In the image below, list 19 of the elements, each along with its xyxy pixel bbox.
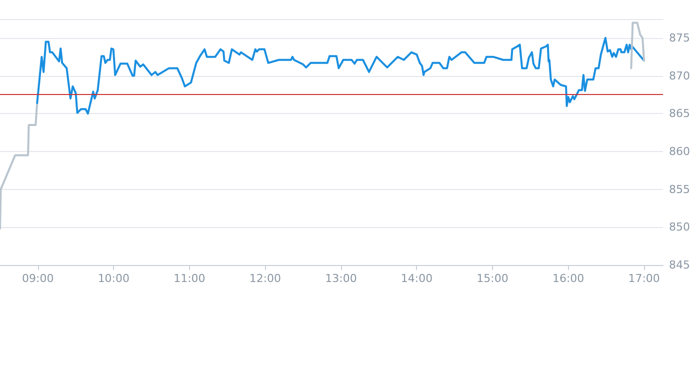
y-tick-label: 860 [669, 144, 690, 158]
y-tick-label: 865 [669, 107, 690, 120]
line-series [0, 102, 38, 230]
line-series [630, 22, 646, 70]
y-tick-label: 870 [669, 69, 690, 82]
x-tick-label: 16:00 [552, 272, 584, 285]
y-tick-label: 850 [669, 220, 690, 234]
y-tick-label: 855 [669, 182, 690, 196]
x-tick-label: 09:00 [22, 272, 54, 285]
x-tick-label: 15:00 [476, 272, 508, 285]
x-tick-label: 17:00 [628, 272, 660, 285]
x-tick-label: 10:00 [98, 272, 130, 285]
x-tick-label: 12:00 [249, 272, 282, 285]
x-tick-label: 13:00 [325, 272, 357, 285]
y-tick-label: 875 [669, 31, 690, 44]
x-tick-label: 14:00 [400, 272, 433, 285]
line-series [36, 36, 646, 115]
y-tick-label: 845 [669, 258, 690, 272]
x-tick-label: 11:00 [174, 272, 206, 285]
